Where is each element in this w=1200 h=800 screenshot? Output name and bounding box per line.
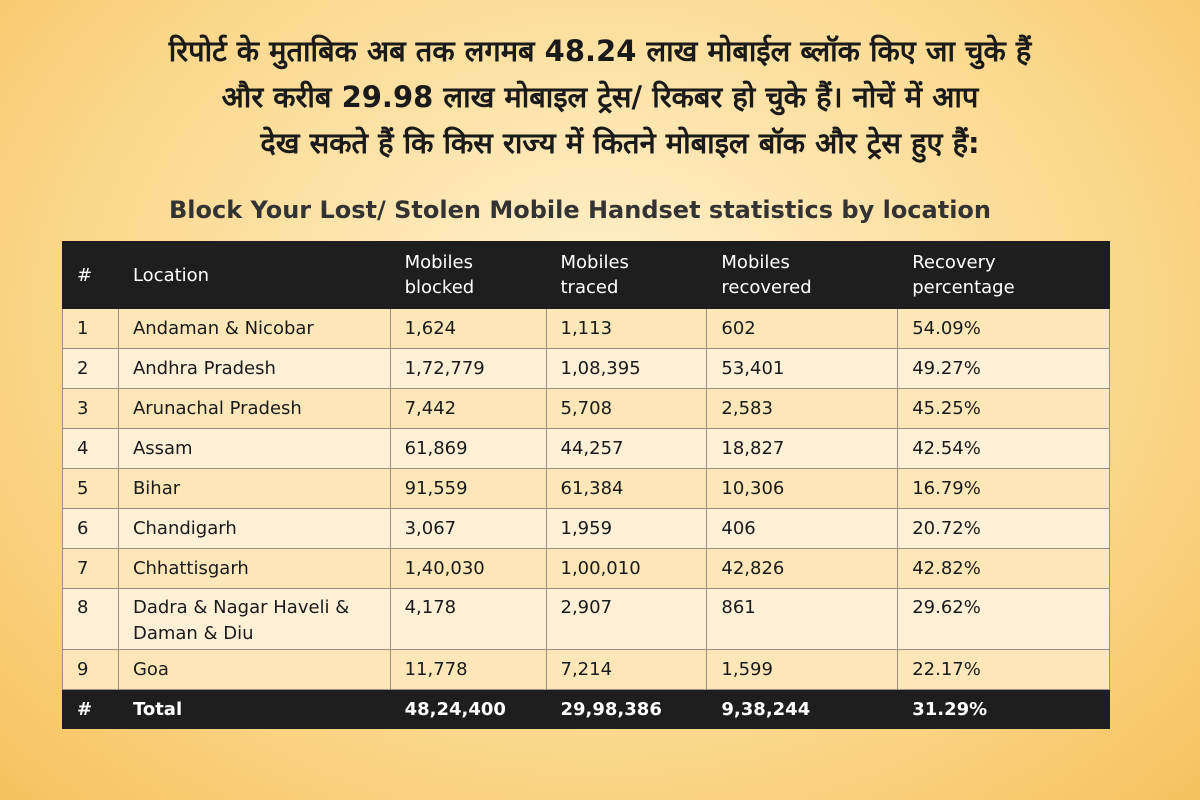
table-cell: 1 bbox=[62, 308, 119, 349]
table-row: 5 Bihar 91,559 61,384 10,306 16.79% bbox=[62, 468, 1110, 509]
table-cell: 3 bbox=[62, 388, 119, 429]
table-cell: 53,401 bbox=[706, 348, 899, 389]
table-cell: 2,583 bbox=[706, 388, 899, 429]
headline: रिपोर्ट के मुताबिक अब तक लगमब 48.24 लाख … bbox=[0, 28, 1200, 166]
total-cell: Total bbox=[117, 689, 391, 729]
table-cell: 10,306 bbox=[706, 468, 899, 509]
table-cell: 5 bbox=[62, 468, 119, 509]
column-header: # bbox=[62, 241, 119, 309]
table-cell: 1,40,030 bbox=[389, 548, 547, 589]
table-row: 3 Arunachal Pradesh 7,442 5,708 2,583 45.25% bbox=[62, 388, 1110, 429]
table-cell: 4,178 bbox=[389, 588, 547, 650]
table-cell: 61,869 bbox=[389, 428, 547, 469]
table-row: 9 Goa 11,778 7,214 1,599 22.17% bbox=[62, 649, 1110, 690]
table-cell: 18,827 bbox=[706, 428, 899, 469]
column-header: Mobiles recovered bbox=[706, 241, 899, 309]
table-cell: 3,067 bbox=[389, 508, 547, 549]
table-cell: 1,113 bbox=[545, 308, 708, 349]
table-cell: 29.62% bbox=[897, 588, 1110, 650]
table-cell: 91,559 bbox=[389, 468, 547, 509]
table-cell: 406 bbox=[706, 508, 899, 549]
table-cell: 7 bbox=[62, 548, 119, 589]
column-header: Location bbox=[117, 241, 391, 309]
table-cell: 861 bbox=[706, 588, 899, 650]
table-cell: 1,72,779 bbox=[389, 348, 547, 389]
table-cell: 1,959 bbox=[545, 508, 708, 549]
table-cell: Chandigarh bbox=[117, 508, 391, 549]
table-cell: 54.09% bbox=[897, 308, 1110, 349]
total-cell: 29,98,386 bbox=[545, 689, 708, 729]
table-cell: Goa bbox=[117, 649, 391, 690]
total-cell: 9,38,244 bbox=[706, 689, 899, 729]
table-cell: 1,00,010 bbox=[545, 548, 708, 589]
total-row: # Total 48,24,400 29,98,386 9,38,244 31.29% bbox=[62, 689, 1110, 729]
headline-line: और करीब 29.98 लाख मोबाइल ट्रेस/ रिकबर हो… bbox=[221, 80, 979, 114]
table-cell: Bihar bbox=[117, 468, 391, 509]
total-cell: # bbox=[62, 689, 119, 729]
column-header-text: # bbox=[77, 264, 93, 286]
total-cell: 48,24,400 bbox=[389, 689, 547, 729]
column-header-text: Location bbox=[132, 264, 210, 286]
table-cell: 16.79% bbox=[897, 468, 1110, 509]
table-cell: 7,442 bbox=[389, 388, 547, 429]
column-header-text: Recovery percentage bbox=[912, 252, 1015, 298]
table-cell: Assam bbox=[117, 428, 391, 469]
table-cell: Dadra & Nagar Haveli & Daman & Diu bbox=[117, 588, 391, 650]
table-title: Block Your Lost/ Stolen Mobile Handset s… bbox=[168, 196, 991, 224]
table-cell: 42.82% bbox=[897, 548, 1110, 589]
table-cell: 61,384 bbox=[545, 468, 708, 509]
table-cell: 5,708 bbox=[545, 388, 708, 429]
column-header: Mobiles blocked bbox=[389, 241, 547, 309]
headline-line: देख सकते हैं कि किस राज्य में कितने मोबा… bbox=[260, 126, 980, 160]
table-cell: 20.72% bbox=[897, 508, 1110, 549]
table-row: 4 Assam 61,869 44,257 18,827 42.54% bbox=[62, 428, 1110, 469]
table-row: 8 Dadra & Nagar Haveli & Daman & Diu 4,178… bbox=[62, 588, 1110, 650]
table-cell: 45.25% bbox=[897, 388, 1110, 429]
headline-line: रिपोर्ट के मुताबिक अब तक लगमब 48.24 लाख … bbox=[168, 34, 1032, 68]
table-cell: 6 bbox=[62, 508, 119, 549]
table-cell: 42.54% bbox=[897, 428, 1110, 469]
table-cell: 4 bbox=[62, 428, 119, 469]
table-row: 2 Andhra Pradesh 1,72,779 1,08,395 53,401 49.… bbox=[62, 348, 1110, 389]
table-cell: Andaman & Nicobar bbox=[117, 308, 391, 349]
table-cell: 9 bbox=[62, 649, 119, 690]
table-cell: 42,826 bbox=[706, 548, 899, 589]
table-row: 6 Chandigarh 3,067 1,959 406 20.72% bbox=[62, 508, 1110, 549]
table-cell: 2,907 bbox=[545, 588, 708, 650]
table-row: 7 Chhattisgarh 1,40,030 1,00,010 42,826 42.82… bbox=[62, 548, 1110, 589]
table-cell: 602 bbox=[706, 308, 899, 349]
table-cell: 2 bbox=[62, 348, 119, 389]
table-cell: 11,778 bbox=[389, 649, 547, 690]
table-cell: 1,599 bbox=[706, 649, 899, 690]
column-header-text: Mobiles traced bbox=[560, 252, 629, 298]
total-cell: 31.29% bbox=[897, 689, 1110, 729]
table-cell: 1,08,395 bbox=[545, 348, 708, 389]
table-cell: 49.27% bbox=[897, 348, 1110, 389]
column-header-text: Mobiles recovered bbox=[721, 252, 812, 298]
table-row: 1 Andaman & Nicobar 1,624 1,113 602 54.09% bbox=[62, 308, 1110, 349]
table-cell: 44,257 bbox=[545, 428, 708, 469]
table-cell: 7,214 bbox=[545, 649, 708, 690]
column-header-text: Mobiles blocked bbox=[404, 252, 475, 298]
table-cell: 8 bbox=[62, 588, 119, 650]
column-header: Recovery percentage bbox=[897, 241, 1110, 309]
table-cell: 1,624 bbox=[389, 308, 547, 349]
stats-table: # Location Mobiles blocked Mobiles traced Mo… bbox=[62, 241, 1110, 729]
header-row: # Location Mobiles blocked Mobiles traced Mo… bbox=[62, 241, 1110, 309]
column-header: Mobiles traced bbox=[545, 241, 708, 309]
table-cell: Arunachal Pradesh bbox=[117, 388, 391, 429]
table-cell: Chhattisgarh bbox=[117, 548, 391, 589]
table-cell: 22.17% bbox=[897, 649, 1110, 690]
table-cell: Andhra Pradesh bbox=[117, 348, 391, 389]
